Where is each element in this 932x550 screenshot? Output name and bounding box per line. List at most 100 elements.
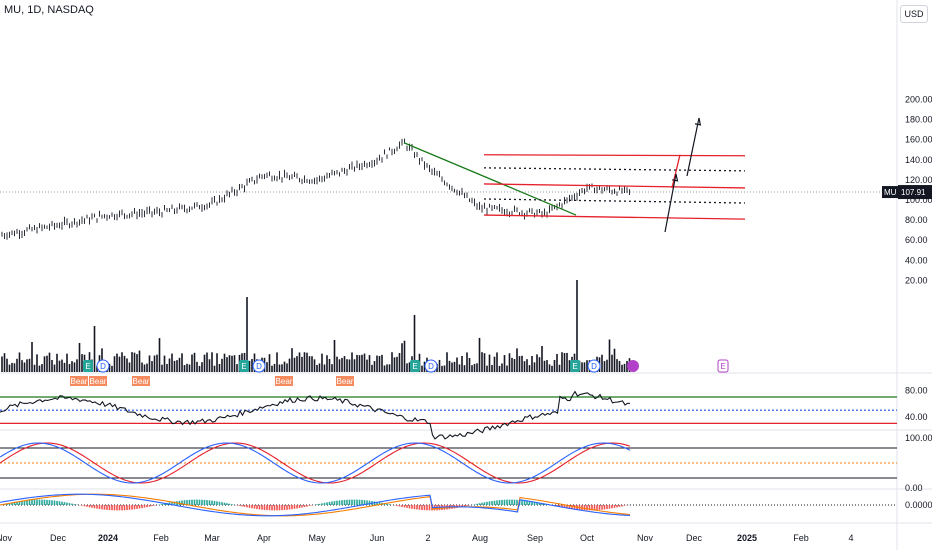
macd-histogram-bar	[101, 505, 103, 510]
macd-histogram-bar	[303, 505, 306, 508]
macd-histogram-bar	[593, 505, 596, 511]
osc-line	[0, 390, 631, 440]
macd-histogram-bar	[416, 505, 418, 510]
bear-label: Bear	[71, 377, 88, 386]
volume-bar	[271, 365, 273, 372]
volume-bar	[511, 357, 513, 372]
volume-bar	[81, 354, 83, 372]
macd-histogram-bar	[291, 505, 293, 510]
macd-histogram-bar	[81, 505, 83, 506]
stoch-line	[0, 442, 631, 484]
projection-arrow	[686, 117, 700, 177]
volume-bar	[246, 297, 248, 372]
macd-histogram-bar	[276, 505, 278, 511]
macd-histogram-bar	[133, 505, 136, 510]
macd-histogram-bar	[206, 500, 208, 505]
last-price-badge	[898, 185, 932, 200]
volume-bar	[313, 359, 316, 372]
volume-bar	[123, 355, 126, 372]
marker-label: D	[256, 362, 262, 371]
macd-line	[0, 493, 631, 517]
macd-histogram-bar	[161, 503, 163, 505]
marker-label: E	[720, 362, 725, 371]
macd-histogram-bar	[528, 501, 531, 505]
price-tick-label: 160.00	[905, 135, 932, 145]
stoch-tick-label: 0.00	[905, 483, 923, 493]
macd-histogram-bar	[608, 505, 611, 509]
macd-histogram-bar	[481, 502, 483, 505]
volume-bar	[133, 352, 136, 372]
macd-histogram-bar	[521, 500, 523, 505]
macd-histogram-bar	[368, 500, 371, 505]
volume-bar	[526, 359, 528, 372]
macd-histogram-bar	[241, 505, 243, 507]
volume-bar	[543, 360, 546, 372]
macd-histogram-bar	[306, 505, 308, 507]
volume-bar	[398, 353, 401, 372]
macd-histogram-bar	[601, 505, 603, 510]
macd-histogram-bar	[121, 505, 123, 511]
currency-button[interactable]: USD	[900, 5, 928, 23]
macd-histogram-bar	[31, 499, 33, 505]
macd-histogram-bar	[613, 505, 616, 508]
price-tick-label: 60.00	[905, 235, 928, 245]
volume-bar	[303, 352, 306, 372]
macd-histogram-bar	[473, 504, 476, 505]
volume-bar	[176, 360, 178, 372]
volume-bar	[293, 357, 296, 372]
macd-histogram-bar	[13, 502, 16, 505]
volume-bar	[393, 357, 396, 372]
time-tick-label: Dec	[686, 533, 703, 543]
macd-histogram-bar	[11, 502, 13, 505]
trend-line-dotted-lower	[483, 198, 746, 204]
macd-histogram-bar	[488, 501, 491, 505]
volume-bar	[21, 360, 23, 372]
macd-histogram-bar	[66, 502, 68, 505]
time-tick-label: Oct	[580, 533, 595, 543]
macd-histogram-bar	[343, 499, 346, 505]
volume-bar	[161, 364, 163, 372]
volume-bar	[541, 345, 543, 372]
macd-histogram-bar	[256, 505, 258, 510]
volume-bar	[603, 361, 606, 372]
volume-bar	[558, 364, 561, 372]
bear-label-box	[89, 376, 107, 386]
volume-bar	[56, 353, 58, 372]
time-tick-label: Nov	[0, 533, 12, 543]
volume-bar	[368, 355, 371, 372]
volume-bar	[503, 355, 506, 372]
projection-arrow-head	[672, 173, 679, 182]
volume-bar	[151, 361, 153, 372]
flash-marker	[627, 360, 639, 372]
volume-bar	[443, 365, 446, 372]
macd-histogram-bar	[231, 504, 233, 505]
volume-bar	[146, 363, 148, 372]
macd-histogram-bar	[116, 505, 118, 511]
volume-bar	[48, 352, 51, 372]
macd-histogram-bar	[141, 505, 143, 509]
macd-histogram-bar	[131, 505, 133, 510]
bear-label: Bear	[337, 377, 354, 386]
volume-bar	[451, 362, 453, 372]
macd-histogram-bar	[583, 505, 586, 511]
volume-bar	[211, 352, 213, 372]
macd-histogram-bar	[508, 499, 511, 505]
volume-bar	[28, 358, 31, 372]
stoch-line	[0, 442, 631, 484]
volume-bar	[291, 348, 293, 372]
macd-histogram-bar	[331, 501, 333, 505]
macd-histogram-bar	[191, 499, 193, 505]
volume-bar	[358, 355, 361, 372]
volume-bar	[406, 363, 408, 372]
volume-bar	[568, 360, 571, 372]
volume-bar	[213, 365, 216, 372]
volume-series	[1, 280, 631, 372]
price-tick-label: 40.00	[905, 255, 928, 265]
macd-histogram-bar	[143, 505, 146, 508]
macd-histogram-bar	[378, 502, 381, 505]
volume-bar	[268, 354, 271, 372]
last-price-label: 107.91	[901, 188, 926, 197]
volume-bar	[473, 363, 476, 372]
macd-histogram-bar	[86, 505, 88, 507]
